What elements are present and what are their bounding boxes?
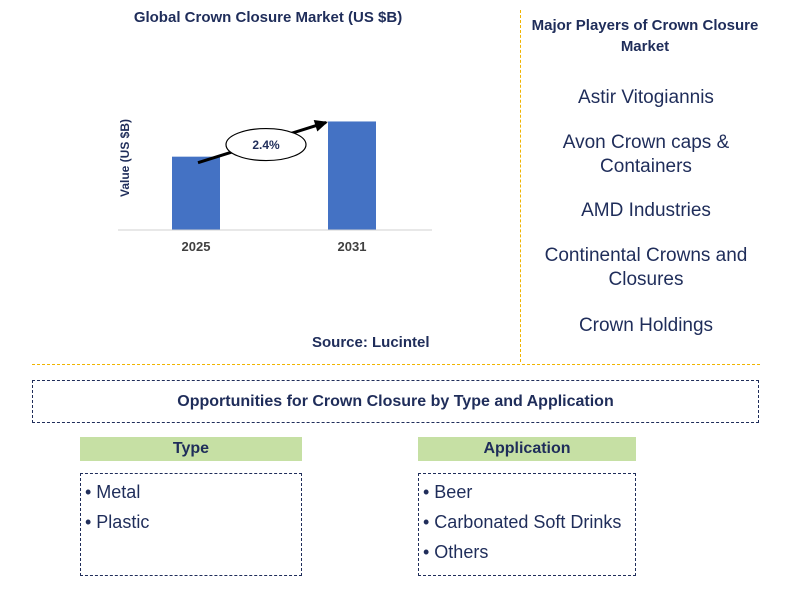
type-item: • Plastic — [85, 512, 150, 532]
application-header: Application — [418, 437, 636, 461]
vertical-divider — [520, 10, 521, 362]
application-item: • Beer — [423, 482, 473, 502]
player-item: Astir Vitogiannis — [578, 87, 714, 108]
players-title: Major Players of Crown Closure Market — [531, 17, 759, 55]
application-item: • Carbonated Soft Drinks — [423, 512, 622, 532]
growth-ellipse — [225, 127, 307, 162]
y-axis-label: Value (US $B) — [118, 119, 132, 197]
growth-label: 2.4% — [252, 138, 280, 152]
bar-chart: Value (US $B) 2025 2031 2.4% — [118, 119, 432, 254]
player-item: Continental Crowns and Closures — [544, 245, 748, 290]
opportunities-title: Opportunities for Crown Closure by Type … — [32, 380, 759, 423]
x-tick-label: 2031 — [338, 239, 367, 254]
bar — [172, 156, 220, 230]
horizontal-divider — [32, 364, 760, 365]
player-item: Crown Holdings — [578, 315, 714, 336]
growth-arrow-head — [313, 120, 328, 132]
x-tick-label: 2025 — [182, 239, 211, 254]
player-item: AMD Industries — [581, 200, 711, 221]
player-item: Avon Crown caps & Containers — [562, 132, 730, 177]
type-item: • Metal — [85, 482, 141, 502]
application-item: • Others — [423, 542, 489, 562]
type-list: • Metal • Plastic — [80, 473, 302, 576]
type-header: Type — [80, 437, 302, 461]
application-list: • Beer • Carbonated Soft Drinks • Others — [418, 473, 636, 576]
bar — [328, 121, 376, 230]
chart-title: Global Crown Closure Market (US $B) — [133, 9, 403, 26]
source-label: Source: Lucintel — [312, 334, 430, 351]
